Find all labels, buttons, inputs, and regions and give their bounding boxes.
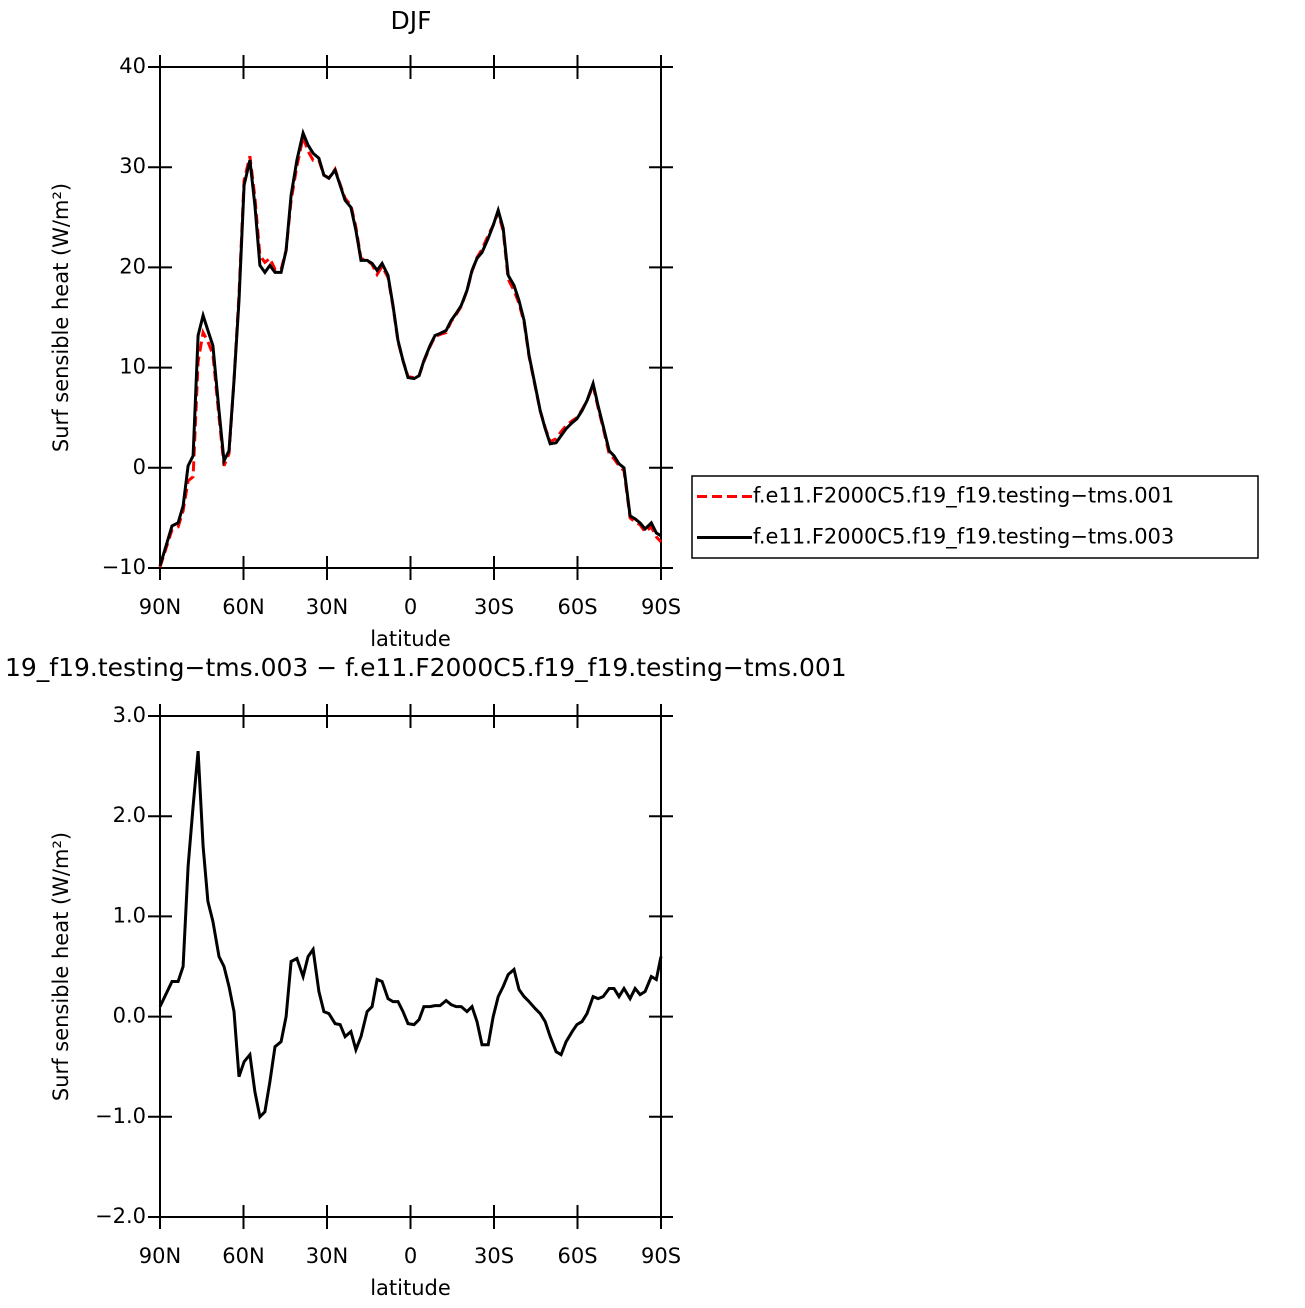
legend-label: f.e11.F2000C5.f19_f19.testing−tms.003 bbox=[753, 525, 1174, 550]
x-tick-label: 30N bbox=[306, 595, 348, 619]
x-tick-label: 60N bbox=[222, 1244, 264, 1268]
x-tick-label: 30S bbox=[474, 1244, 514, 1268]
plot-frame bbox=[159, 66, 662, 569]
x-axis-label: latitude bbox=[370, 1276, 451, 1300]
x-tick-label: 60N bbox=[222, 595, 264, 619]
y-tick-label: 0 bbox=[133, 455, 146, 479]
y-tick-label: 30 bbox=[119, 154, 146, 178]
data-line bbox=[158, 128, 662, 567]
x-tick-label: 90N bbox=[139, 1244, 181, 1268]
plot-frame bbox=[159, 715, 662, 1218]
y-axis-label: Surf sensible heat (W/m²) bbox=[49, 832, 73, 1101]
x-tick-label: 0 bbox=[404, 595, 417, 619]
legend-box bbox=[691, 475, 1259, 559]
x-tick-label: 90N bbox=[139, 595, 181, 619]
x-tick-label: 30N bbox=[306, 1244, 348, 1268]
y-tick-label: −10 bbox=[102, 555, 146, 579]
y-tick-label: 10 bbox=[119, 355, 146, 379]
x-axis-label: latitude bbox=[370, 627, 451, 651]
y-axis-label: Surf sensible heat (W/m²) bbox=[49, 183, 73, 452]
x-tick-label: 30S bbox=[474, 595, 514, 619]
x-tick-label: 90S bbox=[641, 1244, 681, 1268]
y-tick-label: 40 bbox=[119, 54, 146, 78]
data-line bbox=[158, 750, 663, 1120]
chart-title: 19_f19.testing−tms.003 − f.e11.F2000C5.f… bbox=[5, 653, 847, 682]
legend-label: f.e11.F2000C5.f19_f19.testing−tms.001 bbox=[753, 484, 1174, 509]
x-tick-label: 60S bbox=[557, 595, 597, 619]
y-tick-label: −1.0 bbox=[95, 1104, 146, 1128]
x-tick-label: 0 bbox=[404, 1244, 417, 1268]
y-tick-label: 20 bbox=[119, 254, 146, 278]
x-tick-label: 60S bbox=[557, 1244, 597, 1268]
y-tick-label: 2.0 bbox=[113, 803, 146, 827]
y-tick-label: 0.0 bbox=[113, 1004, 146, 1028]
chart-title: DJF bbox=[390, 6, 431, 35]
x-tick-label: 90S bbox=[641, 595, 681, 619]
y-tick-label: 1.0 bbox=[113, 903, 146, 927]
y-tick-label: −2.0 bbox=[95, 1204, 146, 1228]
y-tick-label: 3.0 bbox=[113, 703, 146, 727]
